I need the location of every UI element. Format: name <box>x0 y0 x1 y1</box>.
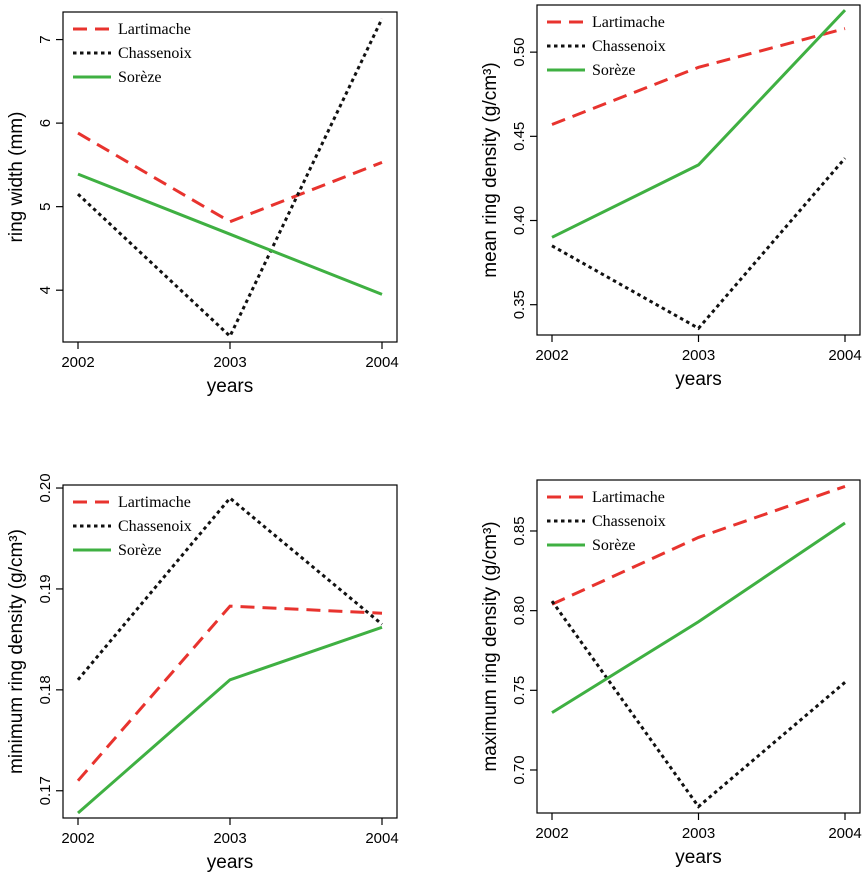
y-tick-label: 4 <box>37 286 54 294</box>
y-axis-title: mean ring density (g/cm³) <box>480 62 501 277</box>
legend: Lartimache Chassenoix Sorèze <box>547 489 666 554</box>
series-line-sorèze <box>551 9 847 239</box>
series-line-sorèze <box>77 172 383 296</box>
series-line-lartimache <box>77 131 383 224</box>
y-tick-label: 0.70 <box>511 755 528 784</box>
legend-label: Sorèze <box>592 537 636 554</box>
x-tick-label: 2002 <box>61 830 94 847</box>
x-tick-label: 2003 <box>682 347 715 364</box>
x-tick-label: 2004 <box>828 347 861 364</box>
series-line-sorèze <box>77 625 383 815</box>
x-tick-label: 2002 <box>535 347 568 364</box>
x-tick-label: 2003 <box>213 830 246 847</box>
x-tick-label: 2004 <box>828 825 861 842</box>
y-axis-title: ring width (mm) <box>6 112 27 243</box>
y-axis-title: maximum ring density (g/cm³) <box>480 521 501 771</box>
x-axis-title: years <box>207 852 253 873</box>
legend-label: Lartimache <box>118 21 191 38</box>
x-tick-label: 2003 <box>682 825 715 842</box>
y-tick-label: 0.18 <box>37 675 54 704</box>
legend-label: Chassenoix <box>118 518 192 535</box>
y-tick-label: 0.80 <box>511 596 528 625</box>
legend-label: Sorèze <box>592 62 636 79</box>
series-line-sorèze <box>551 521 846 714</box>
y-tick-label: 0.40 <box>511 206 528 235</box>
y-tick-label: 0.35 <box>511 290 528 319</box>
y-tick-label: 0.45 <box>511 122 528 151</box>
chart-panel-2: 2002 2003 2004 0.35 0.40 0.45 0.50 years mean ri… <box>480 4 862 390</box>
legend-label: Chassenoix <box>592 38 666 55</box>
series-line-lartimache <box>76 604 383 782</box>
y-tick-label: 0.20 <box>37 473 54 502</box>
legend-label: Sorèze <box>118 542 162 559</box>
y-tick-label: 6 <box>37 119 54 127</box>
chart-panel-1: 2002 2003 2004 4 5 6 7 years ring width (mm) Lart… <box>6 11 399 397</box>
y-tick-label: 5 <box>37 202 54 210</box>
x-tick-label: 2004 <box>365 830 398 847</box>
plot-frame <box>62 11 398 343</box>
series-line-lartimache <box>551 27 846 126</box>
legend-label: Chassenoix <box>118 45 192 62</box>
legend: Lartimache Chassenoix Sorèze <box>547 14 666 79</box>
x-tick-label: 2002 <box>535 825 568 842</box>
x-axis-title: years <box>207 376 253 397</box>
series-line-chassenoix <box>76 495 383 681</box>
y-tick-label: 0.75 <box>511 676 528 705</box>
x-tick-label: 2004 <box>365 354 398 371</box>
legend-label: Chassenoix <box>592 513 666 530</box>
legend: Lartimache Chassenoix Sorèze <box>73 21 192 86</box>
x-tick-label: 2002 <box>61 354 94 371</box>
y-tick-label: 0.19 <box>37 574 54 603</box>
plot-frame <box>536 4 861 336</box>
x-axis-title: years <box>675 369 721 390</box>
legend-label: Lartimache <box>118 494 191 511</box>
y-axis-title: minimum ring density (g/cm³) <box>6 529 27 774</box>
x-axis-title: years <box>675 847 721 868</box>
y-tick-label: 7 <box>37 35 54 43</box>
legend: Lartimache Chassenoix Sorèze <box>73 494 192 559</box>
series-line-chassenoix <box>551 157 847 331</box>
y-tick-label: 0.85 <box>511 516 528 545</box>
legend-label: Sorèze <box>118 69 162 86</box>
series-line-chassenoix <box>550 600 846 809</box>
series-line-chassenoix <box>76 18 384 339</box>
legend-label: Lartimache <box>592 14 665 31</box>
y-tick-label: 0.50 <box>511 38 528 67</box>
x-tick-label: 2003 <box>213 354 246 371</box>
y-tick-label: 0.17 <box>37 776 54 805</box>
plot-frame <box>62 484 398 819</box>
chart-panel-4: 2002 2003 2004 0.70 0.75 0.80 0.85 years maximum… <box>480 479 862 868</box>
chart-panel-3: 2002 2003 2004 0.17 0.18 0.19 0.20 years minimum… <box>6 473 399 873</box>
series-line-lartimache <box>551 484 846 606</box>
legend-label: Lartimache <box>592 489 665 506</box>
